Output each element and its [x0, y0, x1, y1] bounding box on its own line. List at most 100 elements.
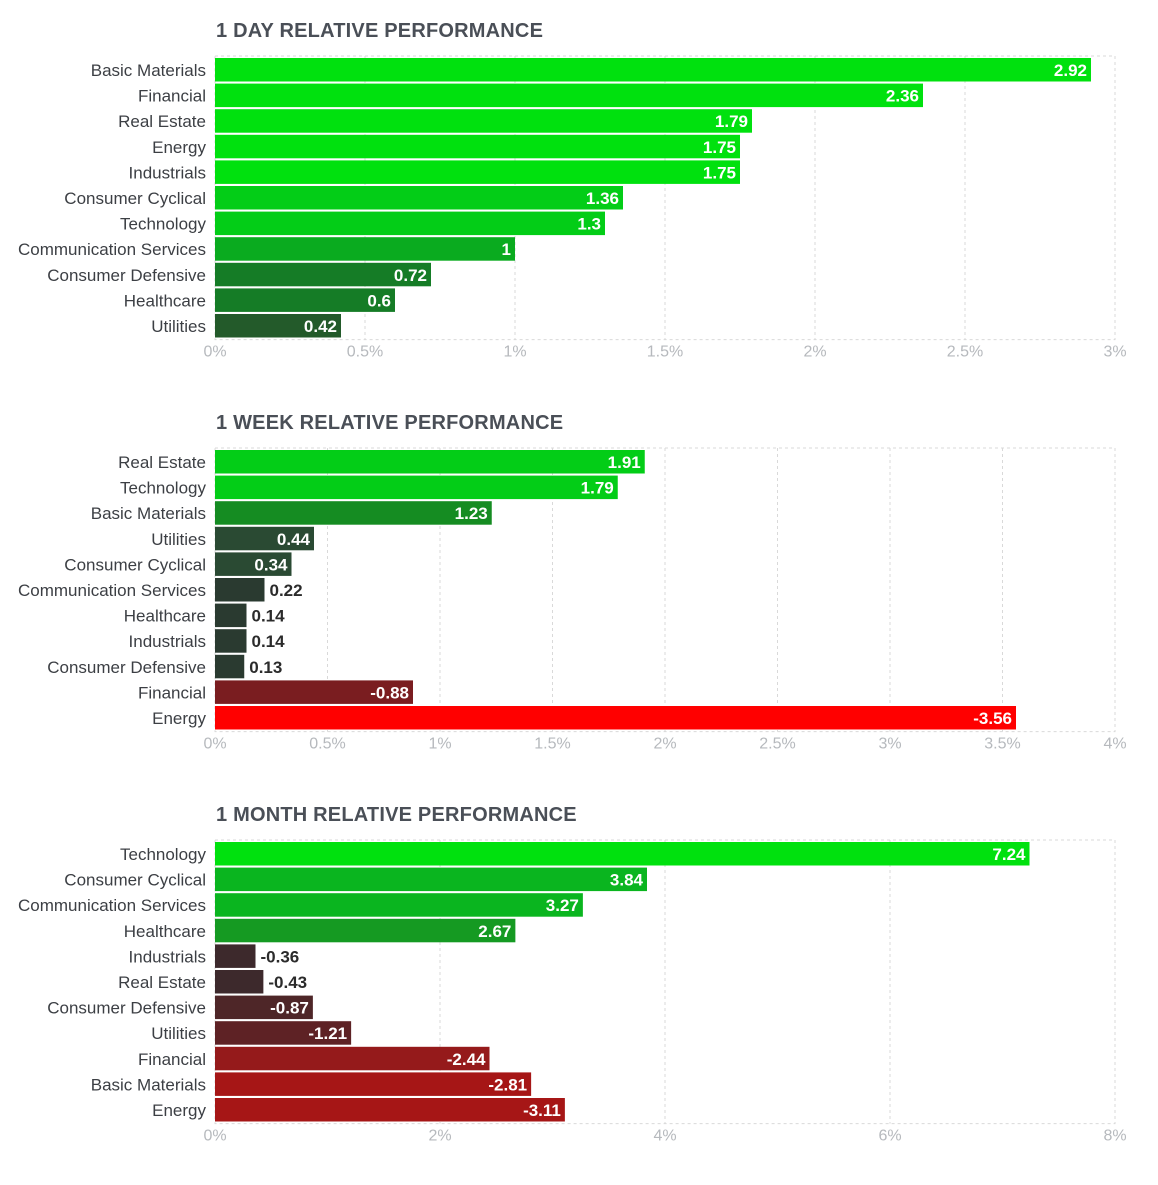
bar[interactable] — [215, 970, 264, 994]
bar[interactable] — [215, 58, 1091, 82]
bar[interactable] — [215, 288, 395, 312]
category-label: Basic Materials — [91, 61, 206, 80]
value-label: 0.44 — [277, 530, 311, 549]
value-label: 2.67 — [478, 922, 511, 941]
bar[interactable] — [215, 134, 740, 159]
category-label: Financial — [138, 87, 206, 106]
category-label: Consumer Cyclical — [64, 871, 206, 890]
value-label: -0.36 — [261, 947, 300, 966]
bar[interactable] — [215, 706, 1016, 730]
tick-label: 0.5% — [309, 736, 345, 753]
value-label: -0.88 — [370, 683, 409, 702]
bar[interactable] — [215, 842, 1030, 866]
value-label: 1.79 — [715, 112, 748, 131]
value-label: 0.22 — [270, 581, 303, 600]
value-label: 0.6 — [367, 291, 391, 310]
bar[interactable] — [215, 654, 245, 679]
category-label: Real Estate — [118, 453, 206, 472]
chart-title: 1 MONTH RELATIVE PERFORMANCE — [216, 804, 577, 826]
bar[interactable] — [215, 578, 265, 602]
tick-label: 3% — [1103, 344, 1126, 361]
value-label: 0.72 — [394, 266, 427, 285]
bar[interactable] — [215, 186, 623, 210]
tick-label: 4% — [653, 1128, 676, 1145]
bar[interactable] — [215, 160, 740, 184]
bar[interactable] — [215, 944, 256, 968]
bar[interactable] — [215, 450, 645, 474]
value-label: 1.91 — [608, 453, 641, 472]
bar[interactable] — [215, 1072, 532, 1096]
bar[interactable] — [215, 680, 413, 704]
category-label: Consumer Defensive — [47, 999, 206, 1018]
value-label: 3.27 — [546, 896, 579, 915]
category-label: Real Estate — [118, 973, 206, 992]
tick-label: 0% — [203, 1128, 226, 1145]
bar[interactable] — [215, 109, 752, 133]
value-label: 7.24 — [992, 845, 1026, 864]
bar[interactable] — [215, 1021, 352, 1045]
category-label: Consumer Cyclical — [64, 555, 206, 574]
category-label: Financial — [138, 1050, 206, 1069]
value-label: 1.75 — [703, 163, 736, 182]
category-label: Utilities — [151, 317, 206, 336]
category-label: Healthcare — [124, 922, 206, 941]
chart-title: 1 WEEK RELATIVE PERFORMANCE — [216, 412, 564, 434]
tick-label: 1.5% — [647, 344, 683, 361]
tick-label: 2% — [428, 1128, 451, 1145]
bar[interactable] — [215, 995, 313, 1020]
category-label: Communication Services — [18, 581, 206, 600]
bar[interactable] — [215, 1046, 490, 1071]
bar[interactable] — [215, 603, 247, 628]
bar[interactable] — [215, 83, 923, 108]
bar[interactable] — [215, 893, 583, 917]
value-label: -0.87 — [270, 999, 309, 1018]
bar[interactable] — [215, 262, 431, 287]
bar[interactable] — [215, 475, 618, 500]
category-label: Technology — [120, 845, 207, 864]
tick-label: 2.5% — [759, 736, 795, 753]
value-label: 3.84 — [610, 871, 644, 890]
tick-label: 1.5% — [534, 736, 570, 753]
category-label: Industrials — [129, 947, 206, 966]
bar[interactable] — [215, 237, 515, 261]
bar[interactable] — [215, 918, 516, 943]
category-label: Real Estate — [118, 112, 206, 131]
tick-label: 6% — [878, 1128, 901, 1145]
category-label: Consumer Cyclical — [64, 189, 206, 208]
value-label: 1.23 — [455, 504, 488, 523]
bar[interactable] — [215, 314, 341, 338]
bar[interactable] — [215, 629, 247, 653]
day-chart: 0% 0.5% 1% 1.5% 2% 2.5% 3% Basic Materials 2.92 F… — [18, 55, 1127, 361]
value-label: 1 — [502, 240, 511, 259]
value-label: 1.3 — [577, 215, 601, 234]
chart-title: 1 DAY RELATIVE PERFORMANCE — [216, 20, 544, 42]
value-label: 1.79 — [581, 479, 614, 498]
tick-label: 2% — [653, 736, 676, 753]
tick-label: 2.5% — [947, 344, 983, 361]
value-label: -2.44 — [447, 1050, 486, 1069]
category-label: Energy — [152, 138, 206, 157]
category-label: Utilities — [151, 1024, 206, 1043]
value-label: 0.34 — [254, 555, 288, 574]
value-label: 0.13 — [249, 658, 282, 677]
bar[interactable] — [215, 552, 292, 576]
bar[interactable] — [215, 867, 647, 892]
tick-label: 8% — [1103, 1128, 1126, 1145]
value-label: -0.43 — [268, 973, 307, 992]
bar[interactable] — [215, 1098, 565, 1122]
value-label: 2.36 — [886, 87, 919, 106]
category-label: Energy — [152, 1101, 206, 1120]
category-label: Communication Services — [18, 896, 206, 915]
category-label: Technology — [120, 215, 207, 234]
category-label: Financial — [138, 683, 206, 702]
bar[interactable] — [215, 501, 492, 525]
category-label: Communication Services — [18, 240, 206, 259]
tick-label: 0% — [203, 736, 226, 753]
bar[interactable] — [215, 526, 314, 551]
tick-label: 2% — [803, 344, 826, 361]
category-label: Technology — [120, 479, 207, 498]
category-label: Industrials — [129, 163, 206, 182]
week-chart: 0% 0.5% 1% 1.5% 2% 2.5% 3% 3.5% 4% Real Estate 1.9… — [18, 447, 1127, 753]
bar[interactable] — [215, 211, 605, 236]
category-label: Energy — [152, 709, 206, 728]
